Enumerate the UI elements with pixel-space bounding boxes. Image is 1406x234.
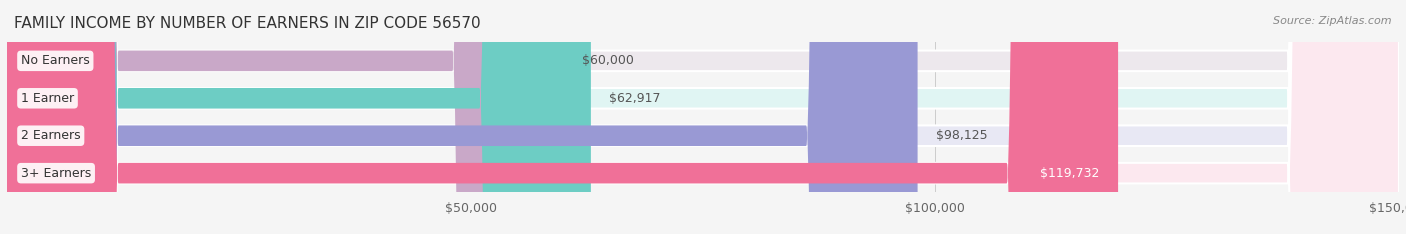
Text: $60,000: $60,000 [582,54,634,67]
Text: $98,125: $98,125 [936,129,988,142]
Text: 2 Earners: 2 Earners [21,129,80,142]
FancyBboxPatch shape [7,0,1399,234]
FancyBboxPatch shape [7,0,591,234]
FancyBboxPatch shape [7,0,1399,234]
Text: $119,732: $119,732 [1040,167,1099,180]
Text: FAMILY INCOME BY NUMBER OF EARNERS IN ZIP CODE 56570: FAMILY INCOME BY NUMBER OF EARNERS IN ZI… [14,16,481,31]
FancyBboxPatch shape [7,0,918,234]
FancyBboxPatch shape [7,0,564,234]
FancyBboxPatch shape [7,0,1118,234]
Text: 1 Earner: 1 Earner [21,92,75,105]
Text: No Earners: No Earners [21,54,90,67]
Text: $62,917: $62,917 [609,92,661,105]
FancyBboxPatch shape [7,0,1399,234]
Text: 3+ Earners: 3+ Earners [21,167,91,180]
Text: Source: ZipAtlas.com: Source: ZipAtlas.com [1274,16,1392,26]
FancyBboxPatch shape [7,0,1399,234]
